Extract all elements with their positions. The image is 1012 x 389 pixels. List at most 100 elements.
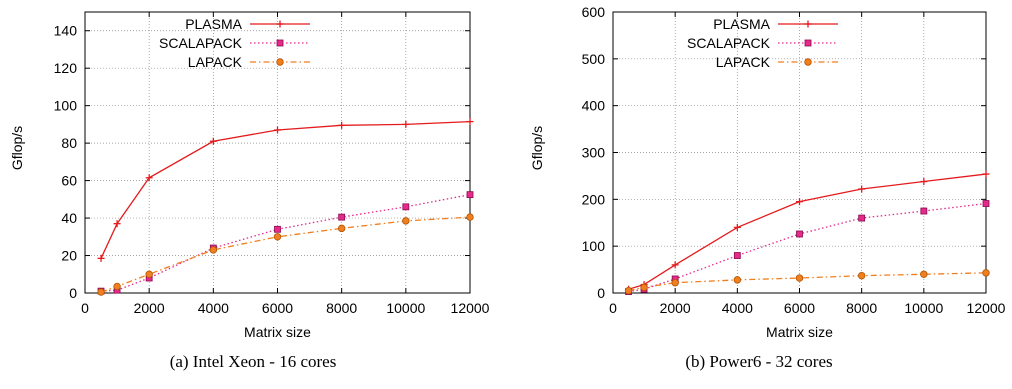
x-tick-label: 12000 bbox=[967, 300, 1006, 316]
data-point bbox=[209, 246, 218, 254]
caption-b: (b) Power6 - 32 cores bbox=[685, 352, 833, 371]
data-point bbox=[145, 270, 153, 278]
data-point bbox=[209, 137, 217, 145]
series-lapack bbox=[97, 213, 474, 296]
y-tick-label: 60 bbox=[61, 173, 77, 189]
legend-swatch-marker bbox=[804, 58, 812, 66]
chart-intel-xeon: 0 2000 4000 6000 8000 10000 12000 0 20 40 60 80 100 1… bbox=[0, 0, 506, 350]
data-point bbox=[466, 213, 474, 221]
data-point bbox=[733, 252, 741, 259]
series-line bbox=[628, 202, 987, 293]
legend-a: PLASMA SCALAPACK LAPACK bbox=[159, 16, 310, 70]
y-tick-label: 200 bbox=[582, 191, 606, 207]
x-axis-label: Matrix size bbox=[766, 324, 833, 340]
legend-label: SCALAPACK bbox=[687, 35, 771, 51]
data-point bbox=[640, 283, 648, 292]
data-point bbox=[671, 261, 679, 269]
y-tick-label: 100 bbox=[582, 238, 606, 254]
data-point bbox=[97, 254, 105, 262]
data-point bbox=[858, 214, 866, 222]
series-line bbox=[101, 194, 471, 292]
y-tick-label: 20 bbox=[61, 248, 77, 264]
data-point bbox=[113, 282, 121, 291]
data-point bbox=[402, 203, 410, 211]
y-axis-label: Gflop/s bbox=[529, 126, 545, 170]
data-point bbox=[402, 120, 410, 128]
data-point bbox=[97, 288, 105, 296]
chart-b-svg: 0 2000 4000 6000 8000 10000 12000 0 100 200 300 400… bbox=[529, 4, 1006, 340]
x-axis-label: Matrix size bbox=[244, 324, 311, 340]
y-tick-label: 600 bbox=[582, 4, 606, 20]
y-tick-label: 80 bbox=[61, 135, 77, 151]
legend-label: PLASMA bbox=[713, 16, 770, 32]
data-point bbox=[920, 270, 928, 278]
legend-b: PLASMA SCALAPACK LAPACK bbox=[687, 16, 838, 70]
data-point bbox=[733, 276, 742, 284]
x-tick-label: 2000 bbox=[134, 300, 165, 316]
data-point bbox=[338, 121, 346, 129]
caption-a: (a) Intel Xeon - 16 cores bbox=[169, 352, 337, 371]
legend-label: LAPACK bbox=[716, 54, 771, 70]
data-point bbox=[982, 269, 990, 277]
data-point bbox=[113, 220, 121, 228]
x-tick-label: 8000 bbox=[326, 300, 357, 316]
legend-swatch-marker bbox=[804, 20, 812, 28]
series-line bbox=[628, 173, 987, 290]
legend-swatch-marker bbox=[276, 39, 284, 47]
grid-a bbox=[85, 12, 470, 293]
data-point bbox=[338, 213, 346, 221]
x-tick-label: 0 bbox=[81, 300, 89, 316]
data-point bbox=[733, 223, 741, 231]
y-tick-label: 120 bbox=[54, 60, 78, 76]
data-point bbox=[857, 271, 866, 280]
y-tick-label: 400 bbox=[582, 98, 606, 114]
data-point bbox=[982, 170, 990, 178]
y-tick-label: 500 bbox=[582, 51, 606, 67]
data-point bbox=[145, 174, 153, 182]
data-point bbox=[274, 225, 281, 233]
legend-swatch-marker bbox=[276, 58, 284, 66]
series-line bbox=[100, 120, 471, 259]
series-plasma bbox=[97, 118, 474, 262]
x-tick-label: 10000 bbox=[386, 300, 425, 316]
legend-swatch-marker bbox=[276, 20, 284, 28]
x-tick-label: 6000 bbox=[262, 300, 293, 316]
x-tick-label: 10000 bbox=[904, 300, 943, 316]
data-point bbox=[671, 278, 679, 287]
data-point bbox=[796, 198, 803, 206]
x-tick-label: 6000 bbox=[784, 300, 815, 316]
y-tick-label: 140 bbox=[54, 23, 78, 39]
grid-b bbox=[613, 11, 986, 293]
x-tick-label: 4000 bbox=[198, 300, 229, 316]
chart-a-svg: 0 2000 4000 6000 8000 10000 12000 0 20 40 60 80 100 1… bbox=[9, 11, 490, 340]
series-line bbox=[100, 216, 471, 293]
y-tick-label: 100 bbox=[54, 98, 78, 114]
data-point bbox=[402, 217, 410, 225]
data-point bbox=[466, 191, 474, 199]
data-point bbox=[624, 286, 633, 295]
y-tick-label: 0 bbox=[69, 285, 77, 301]
series-line bbox=[628, 272, 987, 292]
data-point bbox=[920, 207, 928, 215]
x-tick-label: 0 bbox=[609, 300, 617, 316]
x-tick-label: 8000 bbox=[846, 300, 877, 316]
data-point bbox=[795, 274, 804, 282]
data-point bbox=[858, 185, 866, 193]
data-point bbox=[466, 118, 474, 126]
x-tick-label: 12000 bbox=[451, 300, 490, 316]
y-tick-label: 0 bbox=[597, 285, 605, 301]
x-tick-label: 2000 bbox=[660, 300, 691, 316]
data-point bbox=[337, 224, 346, 233]
legend-label: PLASMA bbox=[185, 16, 242, 32]
data-point bbox=[920, 178, 928, 186]
y-axis-label: Gflop/s bbox=[9, 126, 25, 170]
series-lapack bbox=[624, 269, 990, 295]
x-tick-label: 4000 bbox=[722, 300, 753, 316]
series-scalapack bbox=[625, 200, 990, 295]
y-tick-label: 40 bbox=[61, 210, 77, 226]
legend-label: LAPACK bbox=[188, 54, 243, 70]
data-point bbox=[796, 230, 803, 238]
legend-label: SCALAPACK bbox=[159, 35, 243, 51]
data-point bbox=[982, 200, 990, 207]
data-point bbox=[274, 126, 281, 134]
